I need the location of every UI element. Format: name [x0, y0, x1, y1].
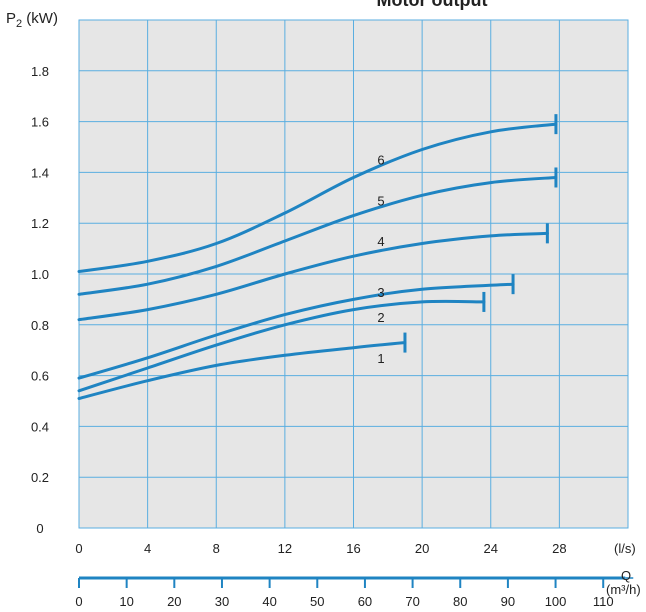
y-tick-label: 1.8	[31, 64, 49, 79]
x-tick-label: 12	[278, 541, 292, 556]
y-tick-label: 1.2	[31, 216, 49, 231]
curve-label-5: 5	[377, 193, 384, 208]
y-tick-labels: 0 0.2 0.4 0.6 0.8 1.0 1.2 1.4 1.6 1.8	[31, 64, 49, 536]
x-tick-label: 16	[346, 541, 360, 556]
x-axis-title: Q	[621, 568, 631, 583]
y-tick-label: 0.2	[31, 470, 49, 485]
x-tick-labels: 0 4 8 12 16 20 24 28	[75, 541, 566, 556]
curve-label-3: 3	[377, 285, 384, 300]
y-tick-label: 0.6	[31, 369, 49, 384]
secondary-x-tick-label: 110	[593, 594, 614, 609]
y-tick-label: 1.6	[31, 115, 49, 130]
curve-label-2: 2	[377, 310, 384, 325]
curve-label-4: 4	[377, 234, 384, 249]
x-tick-label: 20	[415, 541, 429, 556]
curve-4	[77, 231, 549, 322]
y-tick-label: 0	[36, 521, 43, 536]
secondary-x-tick-label: 80	[453, 594, 467, 609]
x-axis-unit: (l/s)	[614, 541, 636, 556]
curve-3	[77, 282, 515, 380]
chart-title: Motor output	[377, 0, 488, 10]
y-tick-label: 0.4	[31, 419, 49, 434]
x-tick-label: 8	[213, 541, 220, 556]
curve-2	[77, 299, 486, 393]
curve-6	[77, 122, 558, 273]
curves	[77, 114, 558, 400]
secondary-x-tick-label: 30	[215, 594, 229, 609]
curve-labels: 1 2 3 4 5 6	[377, 153, 384, 366]
y-tick-label: 0.8	[31, 318, 49, 333]
secondary-x-tick-label: 10	[119, 594, 133, 609]
secondary-x-tick-label: 90	[501, 594, 515, 609]
y-tick-label: 1.4	[31, 165, 49, 180]
y-tick-label: 1.0	[31, 267, 49, 282]
secondary-x-tick-label: 70	[405, 594, 419, 609]
secondary-x-tick-label: 40	[262, 594, 276, 609]
x-tick-label: 4	[144, 541, 151, 556]
secondary-x-tick-label: 60	[358, 594, 372, 609]
y-axis-title: P2 (kW)	[6, 10, 58, 30]
secondary-x-tick-label: 50	[310, 594, 324, 609]
curve-label-1: 1	[377, 351, 384, 366]
secondary-x-tick-label: 20	[167, 594, 181, 609]
secondary-x-axis-unit: (m³/h)	[606, 582, 641, 597]
x-tick-label: 24	[484, 541, 498, 556]
curve-label-6: 6	[377, 153, 384, 168]
secondary-x-tick-label: 100	[545, 594, 567, 609]
secondary-x-tick-label: 0	[75, 594, 82, 609]
curve-1	[77, 341, 407, 400]
secondary-x-axis: 0 10 20 30 40 50 60 70 80 90 100 110	[75, 576, 634, 609]
x-tick-label: 28	[552, 541, 566, 556]
curve-5	[77, 176, 558, 296]
x-tick-label: 0	[75, 541, 82, 556]
